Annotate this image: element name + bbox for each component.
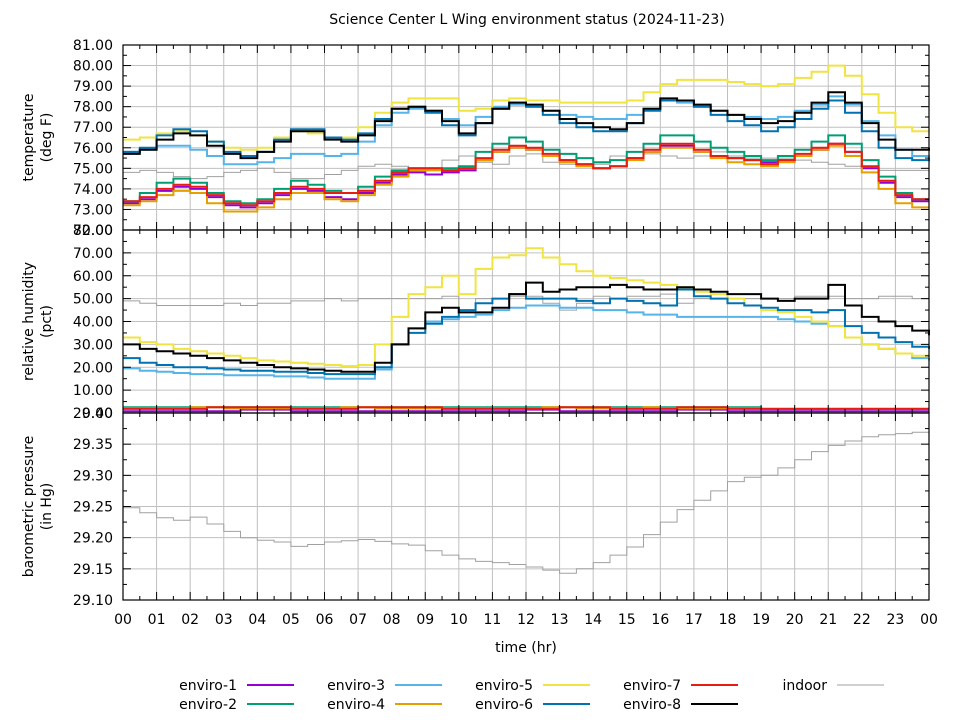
x-tick-label: 02 (181, 612, 199, 628)
y-tick-label: 29.15 (73, 562, 113, 578)
y-tick-label: 79.00 (73, 79, 113, 95)
legend-label: enviro-4 (327, 697, 385, 713)
x-tick-label: 07 (349, 612, 367, 628)
y-tick-label-overlap: 0.00 (82, 406, 113, 422)
x-tick-label: 21 (819, 612, 837, 628)
y-tick-label: 29.40 (73, 406, 113, 422)
series-line-relative-humidity-enviro-3 (123, 304, 930, 380)
grid-layer (123, 45, 929, 600)
x-tick-label: 10 (450, 612, 468, 628)
y-tick-label: 81.00 (73, 38, 113, 54)
series-line-temperature-enviro-5 (123, 64, 929, 151)
y-tick-label: 74.00 (73, 182, 113, 198)
x-tick-label: 08 (383, 612, 401, 628)
legend-label: enviro-2 (179, 697, 237, 713)
series-line-barometric-pressure-indoor (123, 428, 930, 574)
y-tick-label: 80.00 (73, 223, 113, 239)
x-tick-label: 11 (484, 612, 502, 628)
x-tick-label: 09 (416, 612, 434, 628)
legend-item-enviro-5: enviro-5 (475, 678, 590, 694)
x-tick-label: 20 (786, 612, 804, 628)
series-line-relative-humidity-enviro-6 (123, 288, 930, 376)
y-tick-label: 60.00 (73, 269, 113, 285)
legend-label: enviro-5 (475, 678, 533, 694)
y-tick-label: 20.00 (73, 360, 113, 376)
x-tick-label: 16 (651, 612, 669, 628)
y-tick-label: 75.00 (73, 161, 113, 177)
x-tick-label: 19 (752, 612, 770, 628)
x-tick-label: 12 (517, 612, 535, 628)
legend-item-enviro-2: enviro-2 (179, 697, 294, 713)
legend-item-enviro-1: enviro-1 (179, 678, 294, 694)
legend-item-enviro-4: enviro-4 (327, 697, 442, 713)
x-tick-label: 05 (282, 612, 300, 628)
chart-title: Science Center L Wing environment status… (329, 12, 725, 28)
x-tick-label: 00 (920, 612, 938, 628)
y-tick-label: 29.10 (73, 593, 113, 609)
y-tick-label-overlap: 72.00 (73, 223, 113, 239)
x-tick-label: 00 (114, 612, 132, 628)
y-tick-label: 10.00 (73, 383, 113, 399)
y-tick-labels: 73.00 74.00 75.00 76.00 77.00 78.00 79.00 80.00… (73, 38, 113, 609)
legend: enviro-1 enviro-2 enviro-3 enviro-4 enviro-5… (179, 678, 884, 713)
y-axis-labels: temperature (deg F) relative humidity (pct)… (21, 94, 55, 578)
y-tick-label: 29.35 (73, 437, 113, 453)
y-axis-label-relative-humidity: (pct) (39, 305, 55, 338)
x-tick-label: 17 (685, 612, 703, 628)
x-tick-label: 14 (584, 612, 602, 628)
series-line-relative-humidity-indoor (123, 293, 929, 318)
panel-frame-barometric-pressure (122, 412, 930, 601)
y-axis-label-temperature: temperature (21, 94, 37, 182)
legend-item-enviro-7: enviro-7 (623, 678, 738, 694)
y-tick-label: 78.00 (73, 100, 113, 116)
y-tick-label: 29.30 (73, 468, 113, 484)
y-axis-label-barometric-pressure: barometric pressure (21, 436, 37, 577)
legend-label: indoor (782, 678, 827, 694)
legend-label: enviro-7 (623, 678, 681, 694)
x-axis-label: time (hr) (495, 640, 557, 656)
y-tick-label: 30.00 (73, 337, 113, 353)
y-tick-label: 80.00 (73, 59, 113, 75)
x-tick-label: 03 (215, 612, 233, 628)
legend-label: enviro-6 (475, 697, 533, 713)
y-tick-label: 77.00 (73, 120, 113, 136)
y-tick-label: 29.25 (73, 500, 113, 516)
legend-label: enviro-1 (179, 678, 237, 694)
x-tick-labels: 00 01 02 03 04 05 06 07 08 09 10 11 12 13 14 15 16 17 18 19… (114, 612, 938, 628)
x-tick-label: 23 (887, 612, 905, 628)
legend-label: enviro-8 (623, 697, 681, 713)
x-tick-label: 18 (719, 612, 737, 628)
legend-label: enviro-3 (327, 678, 385, 694)
series-line-relative-humidity-enviro-8 (123, 281, 930, 373)
y-tick-label: 40.00 (73, 315, 113, 331)
series-line-relative-humidity-enviro-5 (123, 247, 930, 368)
x-tick-label: 15 (618, 612, 636, 628)
legend-item-enviro-3: enviro-3 (327, 678, 442, 694)
y-tick-label: 50.00 (73, 292, 113, 308)
y-axis-label-barometric-pressure: (in Hg) (39, 483, 55, 531)
series-line-temperature-enviro-7 (123, 142, 929, 207)
x-tick-label: 01 (148, 612, 166, 628)
x-tick-label: 04 (248, 612, 266, 628)
series-line-temperature-enviro-8 (123, 91, 930, 160)
y-tick-label: 76.00 (73, 141, 113, 157)
legend-item-indoor: indoor (782, 678, 884, 694)
x-tick-label: 06 (316, 612, 334, 628)
legend-item-enviro-6: enviro-6 (475, 697, 590, 713)
y-tick-label: 73.00 (73, 202, 113, 218)
y-tick-label: 29.20 (73, 531, 113, 547)
legend-item-enviro-8: enviro-8 (623, 697, 738, 713)
x-tick-label: 22 (853, 612, 871, 628)
x-tick-label: 13 (551, 612, 569, 628)
y-axis-label-relative-humidity: relative humidity (21, 262, 37, 381)
frame-layer (122, 44, 930, 601)
y-tick-label: 70.00 (73, 246, 113, 262)
y-axis-label-temperature: (deg F) (39, 113, 55, 163)
